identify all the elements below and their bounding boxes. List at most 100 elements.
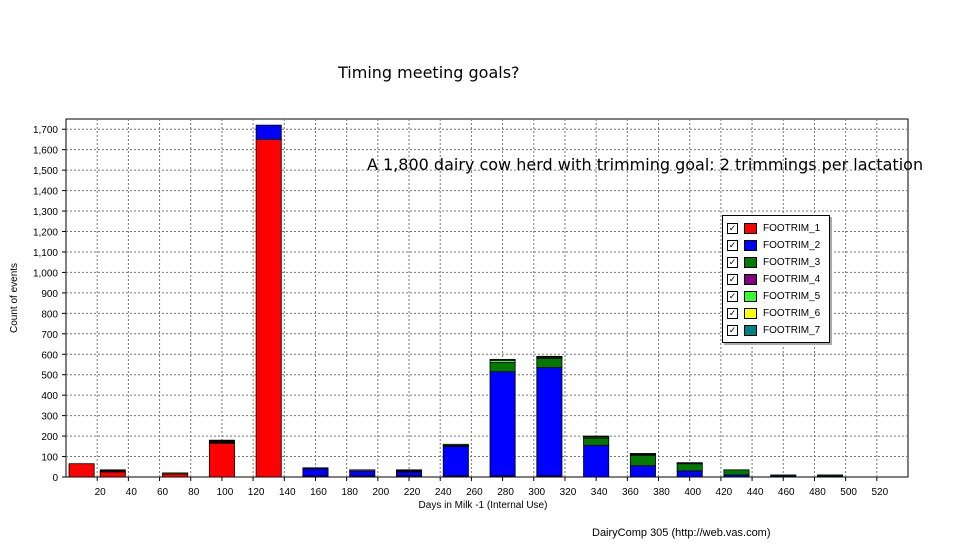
y-tick-label: 400 [41, 391, 58, 402]
legend-item[interactable]: ✓ FOOTRIM_3 [727, 254, 829, 271]
bar-segment [629, 455, 656, 467]
legend-label: FOOTRIM_5 [763, 291, 821, 302]
bar-segment [629, 453, 656, 455]
x-tick-label: 300 [528, 487, 545, 498]
legend-label: FOOTRIM_1 [763, 223, 821, 234]
y-tick-label: 1,500 [33, 166, 58, 177]
bar-segment [442, 443, 469, 446]
bar-segment [536, 367, 563, 477]
x-tick-label: 520 [871, 487, 888, 498]
bar-segment [302, 468, 329, 477]
legend-checkbox[interactable]: ✓ [727, 240, 738, 251]
x-tick-label: 280 [497, 487, 514, 498]
legend-swatch [744, 308, 757, 319]
y-tick-label: 0 [52, 473, 58, 484]
y-tick-label: 900 [41, 289, 58, 300]
bar-segment [162, 473, 189, 478]
legend-item[interactable]: ✓ FOOTRIM_1 [727, 220, 829, 237]
bar-segment [302, 467, 329, 470]
x-tick-label: 200 [373, 487, 390, 498]
x-tick-label: 180 [341, 487, 358, 498]
x-tick-label: 220 [404, 487, 421, 498]
legend-label: FOOTRIM_6 [763, 308, 821, 319]
bar-segment [629, 465, 656, 478]
y-tick-label: 1,000 [33, 268, 58, 279]
bar-segment [489, 371, 516, 477]
y-tick-label: 800 [41, 309, 58, 320]
bar-segment [676, 463, 703, 472]
bar-segment [536, 355, 563, 358]
x-tick-label: 320 [560, 487, 577, 498]
chart-subtitle: A 1,800 dairy cow herd with trimming goa… [367, 155, 924, 174]
legend-item[interactable]: ✓ FOOTRIM_7 [727, 322, 829, 339]
x-tick-label: 460 [778, 487, 795, 498]
bar-segment [255, 124, 282, 140]
legend-checkbox[interactable]: ✓ [727, 291, 738, 302]
x-tick-label: 120 [248, 487, 265, 498]
bar-segment [442, 445, 469, 477]
bar-segment [68, 463, 95, 478]
x-tick-label: 260 [466, 487, 483, 498]
bar-segment [208, 442, 235, 478]
y-tick-label: 700 [41, 330, 58, 341]
legend-item[interactable]: ✓ FOOTRIM_5 [727, 288, 829, 305]
x-tick-label: 20 [95, 487, 107, 498]
x-tick-label: 380 [653, 487, 670, 498]
x-tick-label: 80 [188, 487, 200, 498]
y-axis-label: Count of events [9, 263, 20, 333]
bar-segment [255, 139, 282, 478]
legend-checkbox[interactable]: ✓ [727, 257, 738, 268]
x-tick-label: 40 [126, 487, 138, 498]
bar-segment [583, 437, 610, 446]
legend-checkbox[interactable]: ✓ [727, 223, 738, 234]
x-tick-label: 60 [157, 487, 169, 498]
footer-credit: DairyComp 305 (http://web.vas.com) [592, 527, 771, 539]
bar-segment [208, 439, 235, 444]
bar-segment [489, 362, 516, 373]
legend-checkbox[interactable]: ✓ [727, 274, 738, 285]
legend-checkbox[interactable]: ✓ [727, 308, 738, 319]
x-tick-label: 400 [684, 487, 701, 498]
legend-checkbox[interactable]: ✓ [727, 325, 738, 336]
legend-item[interactable]: ✓ FOOTRIM_6 [727, 305, 829, 322]
legend-swatch [744, 291, 757, 302]
x-tick-label: 100 [217, 487, 234, 498]
x-tick-label: 420 [716, 487, 733, 498]
bar-segment [676, 462, 703, 465]
legend-item[interactable]: ✓ FOOTRIM_2 [727, 237, 829, 254]
y-tick-label: 1,300 [33, 207, 58, 218]
y-tick-label: 100 [41, 453, 58, 464]
legend: ✓ FOOTRIM_1 ✓ FOOTRIM_2 ✓ FOOTRIM_3 ✓ FOOTRIM_4… [722, 215, 830, 343]
bar-segment [396, 469, 423, 473]
legend-swatch [744, 240, 757, 251]
bar-segment [349, 470, 376, 477]
x-tick-label: 140 [279, 487, 296, 498]
x-tick-label: 440 [747, 487, 764, 498]
x-tick-label: 480 [809, 487, 826, 498]
legend-label: FOOTRIM_7 [763, 325, 821, 336]
bar-segment [723, 469, 750, 476]
legend-label: FOOTRIM_4 [763, 274, 821, 285]
bar-segment [817, 474, 844, 477]
bar-segment [162, 472, 189, 475]
bar-segment [676, 470, 703, 478]
x-tick-label: 360 [622, 487, 639, 498]
x-tick-label: 340 [591, 487, 608, 498]
y-tick-label: 500 [41, 371, 58, 382]
chart-title: Timing meeting goals? [338, 63, 520, 82]
bar-segment [99, 471, 126, 478]
bar-segment [770, 474, 797, 477]
legend-item[interactable]: ✓ FOOTRIM_4 [727, 271, 829, 288]
bar-segment [396, 471, 423, 477]
bar-segment [583, 435, 610, 438]
bar-segment [349, 469, 376, 472]
legend-swatch [744, 274, 757, 285]
bars-layer [68, 124, 844, 478]
legend-swatch [744, 257, 757, 268]
y-tick-label: 1,200 [33, 228, 58, 239]
bar-segment [536, 357, 563, 368]
legend-swatch [744, 325, 757, 336]
x-axis-label: Days in Milk -1 (Internal Use) [419, 500, 548, 511]
x-tick-label: 160 [310, 487, 327, 498]
x-tick-label: 500 [840, 487, 857, 498]
